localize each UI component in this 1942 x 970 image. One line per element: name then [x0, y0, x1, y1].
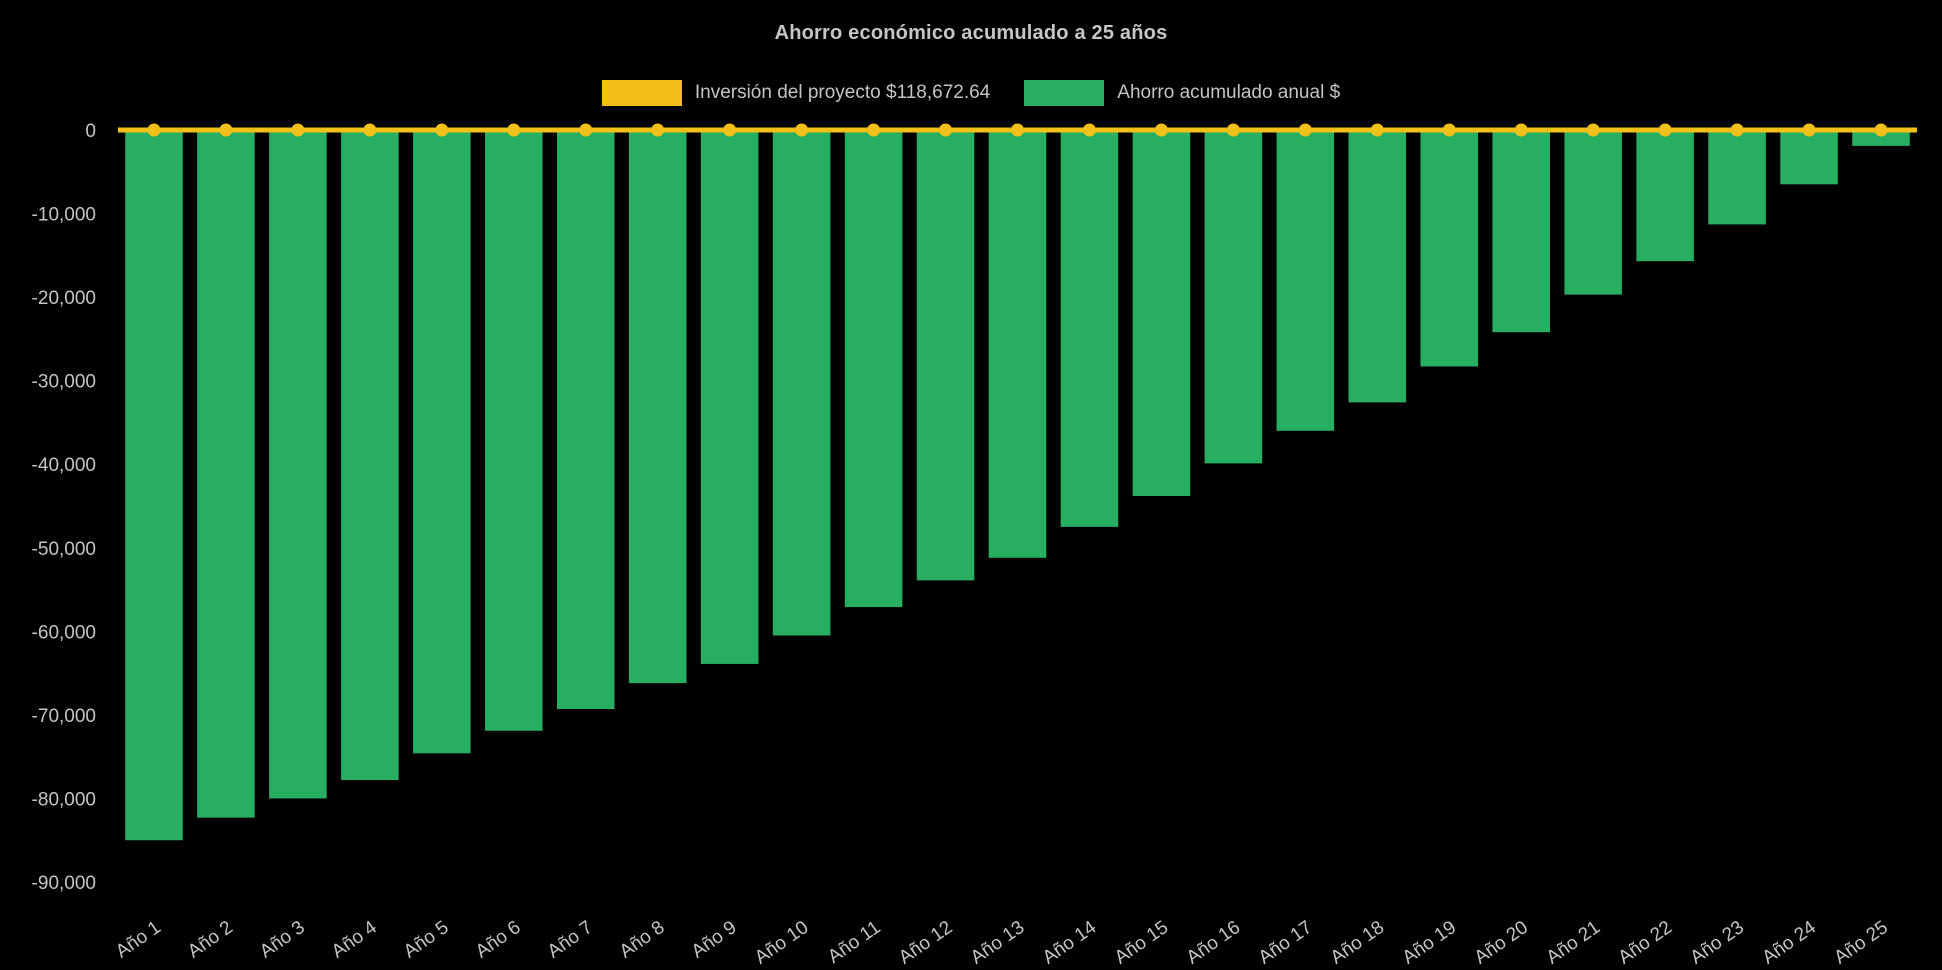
bar-año-25 — [1852, 130, 1910, 146]
x-axis-label: Año 13 — [967, 917, 1028, 969]
x-axis-label: Año 4 — [328, 917, 381, 963]
legend-item-investment[interactable]: Inversión del proyecto $118,672.64 — [601, 80, 991, 106]
bar-año-12 — [916, 130, 975, 581]
x-axis-label: Año 16 — [1183, 917, 1244, 969]
line-marker — [1658, 123, 1672, 137]
y-axis-label: -90,000 — [32, 873, 96, 894]
bar-año-15 — [1132, 130, 1191, 496]
bar-año-22 — [1636, 130, 1694, 262]
x-axis-label: Año 5 — [400, 917, 453, 963]
bar-año-21 — [1564, 130, 1622, 295]
legend-swatch-investment — [601, 80, 682, 106]
bar-año-11 — [844, 130, 903, 608]
line-marker — [1874, 123, 1888, 137]
y-axis-label: -20,000 — [32, 288, 96, 309]
x-axis-label: Año 18 — [1327, 917, 1388, 969]
x-axis-label: Año 12 — [895, 917, 956, 969]
line-marker — [1730, 123, 1744, 137]
x-axis-label: Año 21 — [1543, 917, 1604, 969]
y-axis-label: -70,000 — [32, 706, 96, 727]
bar-año-14 — [1060, 130, 1119, 527]
line-marker — [1442, 123, 1456, 137]
x-axis-label: Año 25 — [1831, 917, 1892, 969]
x-axis-label: Año 6 — [472, 917, 525, 963]
x-axis-label: Año 11 — [824, 917, 884, 968]
line-marker — [723, 123, 737, 137]
line-marker — [1226, 123, 1240, 137]
x-axis-label: Año 10 — [751, 917, 812, 969]
line-marker — [291, 123, 305, 137]
bar-año-24 — [1780, 130, 1838, 185]
y-axis-label: -10,000 — [32, 205, 96, 226]
line-marker — [435, 123, 449, 137]
legend-swatch-savings — [1024, 80, 1105, 106]
line-marker — [1011, 123, 1024, 137]
line-marker — [1514, 123, 1528, 137]
bar-año-18 — [1348, 130, 1407, 403]
bar-año-19 — [1420, 130, 1479, 367]
bar-año-9 — [700, 130, 759, 664]
x-axis-label: Año 1 — [112, 917, 165, 963]
bar-año-8 — [628, 130, 687, 684]
bar-año-1 — [125, 130, 183, 841]
bar-año-7 — [556, 130, 615, 710]
bar-año-17 — [1276, 130, 1335, 431]
bar-año-5 — [413, 130, 471, 754]
y-axis-label: -80,000 — [32, 789, 96, 810]
line-marker — [1802, 123, 1816, 137]
bar-año-4 — [341, 130, 399, 781]
legend-label-investment: Inversión del proyecto $118,672.64 — [694, 82, 991, 103]
line-marker — [651, 123, 665, 137]
chart-legend: Inversión del proyecto $118,672.64 Ahorr… — [0, 80, 1942, 106]
line-marker — [795, 123, 809, 137]
x-axis-label: Año 22 — [1615, 917, 1676, 969]
bar-año-23 — [1708, 130, 1766, 225]
chart-title: Ahorro económico acumulado a 25 años — [774, 22, 1168, 44]
line-marker — [579, 123, 593, 137]
y-axis-label: -60,000 — [32, 622, 96, 643]
x-axis-label: Año 15 — [1111, 917, 1172, 969]
x-axis-label: Año 17 — [1255, 917, 1316, 969]
bar-año-6 — [484, 130, 543, 731]
x-axis-label: Año 14 — [1039, 917, 1101, 969]
bar-año-3 — [269, 130, 327, 799]
line-marker — [147, 123, 161, 137]
x-axis-label: Año 24 — [1759, 917, 1821, 969]
x-axis-label: Año 8 — [616, 917, 669, 963]
y-axis-label: -40,000 — [32, 455, 96, 476]
y-axis-label: 0 — [85, 121, 96, 142]
x-axis-label: Año 9 — [688, 917, 741, 963]
line-marker — [1370, 123, 1384, 137]
x-axis-label: Año 2 — [184, 917, 237, 963]
x-axis-label: Año 3 — [256, 917, 309, 963]
line-marker — [1298, 123, 1312, 137]
bar-año-10 — [772, 130, 831, 636]
x-axis-label: Año 7 — [544, 917, 597, 963]
bar-año-2 — [197, 130, 255, 818]
line-marker — [939, 123, 953, 137]
line-marker — [363, 123, 377, 137]
x-axis-label: Año 20 — [1471, 917, 1532, 969]
bar-año-16 — [1204, 130, 1263, 464]
legend-item-savings[interactable]: Ahorro acumulado anual $ — [1024, 80, 1340, 106]
line-marker — [867, 123, 881, 137]
x-axis-label: Año 19 — [1399, 917, 1460, 969]
bar-año-13 — [988, 130, 1047, 558]
line-marker — [1586, 123, 1600, 137]
y-axis-label: -30,000 — [32, 372, 96, 393]
line-marker — [1154, 123, 1168, 137]
legend-label-savings: Ahorro acumulado anual $ — [1117, 82, 1341, 103]
y-axis-label: -50,000 — [32, 539, 96, 560]
line-marker — [507, 123, 521, 137]
bar-año-20 — [1492, 130, 1551, 333]
line-marker — [1082, 123, 1096, 137]
x-axis-label: Año 23 — [1687, 917, 1748, 969]
line-marker — [219, 123, 233, 137]
